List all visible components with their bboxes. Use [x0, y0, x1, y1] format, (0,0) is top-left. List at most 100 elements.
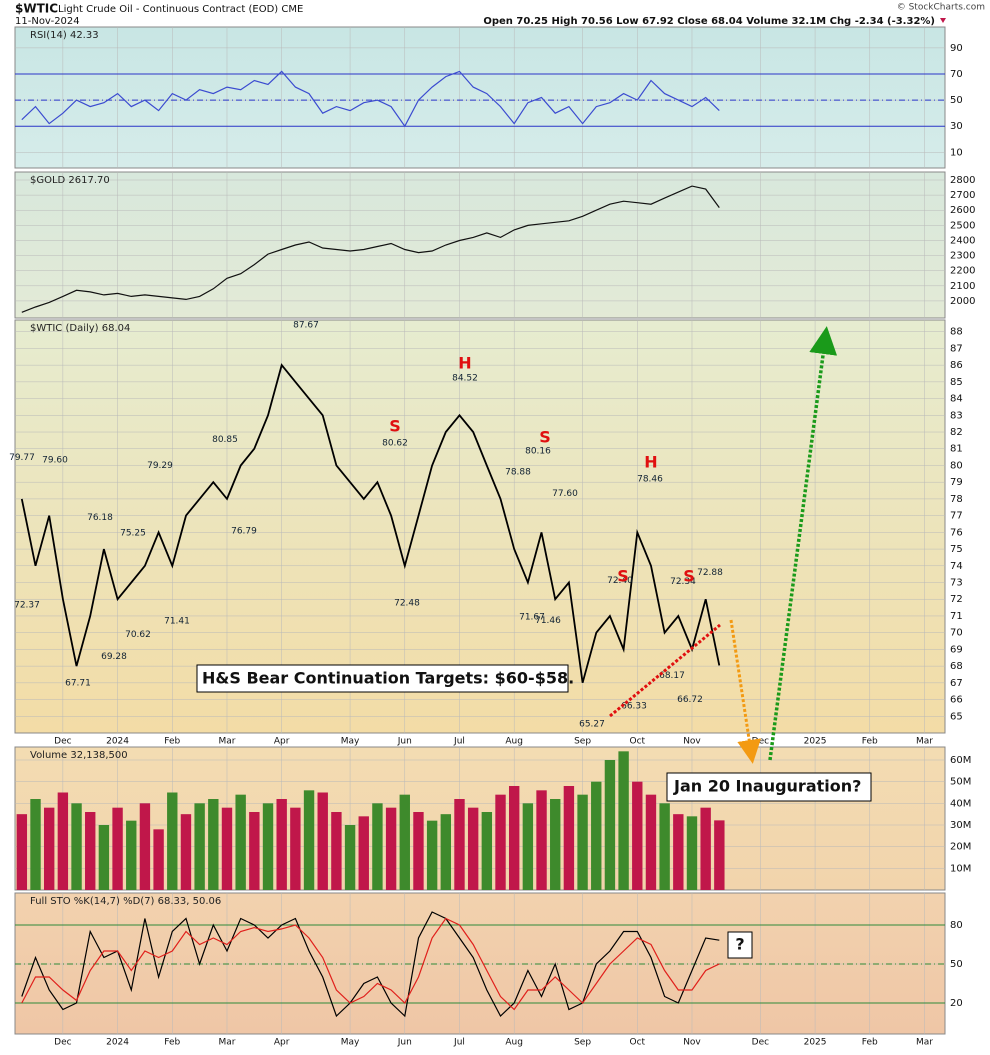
question-box [727, 931, 753, 959]
series-line [21, 185, 720, 313]
volume-bar [221, 807, 233, 890]
y-tick-label: 80 [950, 460, 963, 471]
x-tick-label: May [341, 737, 360, 747]
price-label: 72.34 [670, 577, 696, 587]
x-tick-label: Nov [683, 1038, 701, 1048]
rsi-panel [14, 26, 946, 169]
y-tick-label: 50 [950, 959, 963, 970]
x-tick-label: Jul [453, 1038, 465, 1048]
price-label: 78.46 [637, 475, 663, 485]
pattern-letter: H [644, 453, 657, 472]
volume-bar [112, 807, 123, 890]
y-tick-label: 79 [950, 477, 963, 488]
volume-bar [290, 807, 301, 890]
volume-bar [344, 825, 356, 890]
instrument-name: Light Crude Oil - Continuous Contract (E… [58, 4, 303, 15]
volume-bar [673, 814, 684, 890]
y-tick-label: 74 [950, 561, 963, 572]
y-tick-label: 81 [950, 444, 963, 455]
price-label: 77.60 [552, 489, 578, 499]
volume-bar [235, 794, 246, 890]
y-tick-label: 69 [950, 644, 963, 655]
y-tick-label: 2000 [950, 296, 975, 307]
y-tick-label: 67 [950, 678, 963, 689]
volume-bar [604, 760, 616, 890]
y-tick-label: 2200 [950, 266, 975, 277]
gold-panel [14, 171, 946, 319]
volume-bar [57, 792, 69, 890]
price-label: 79.29 [147, 461, 173, 471]
volume-bar [331, 812, 342, 890]
y-tick-label: 50M [950, 777, 971, 788]
volume-bar [426, 820, 438, 890]
volume-bar [16, 814, 28, 890]
volume-bar [467, 807, 479, 890]
x-tick-label: Feb [164, 1038, 180, 1048]
x-tick-label: Mar [218, 737, 235, 747]
volume-bar [413, 812, 424, 890]
x-tick-label: 2024 [106, 737, 129, 747]
price-label: 84.52 [452, 373, 478, 383]
panel-label: Full STO %K(14,7) %D(7) 68.33, 50.06 [30, 896, 221, 907]
volume-bar [591, 781, 602, 890]
volume-bar [632, 781, 643, 890]
y-tick-label: 87 [950, 343, 963, 354]
y-tick-label: 2800 [950, 175, 975, 186]
y-tick-label: 10 [950, 147, 963, 158]
volume-bar [536, 790, 547, 890]
inauguration-box [666, 772, 872, 802]
price-label: 71.46 [535, 616, 561, 626]
price-label: 69.28 [101, 652, 127, 662]
volume-bar [30, 799, 41, 890]
y-tick-label: 70 [950, 628, 963, 639]
volume-bar [262, 803, 274, 890]
y-tick-label: 86 [950, 360, 963, 371]
up-arrow [768, 326, 838, 761]
x-tick-label: Feb [164, 737, 180, 747]
y-tick-label: 2100 [950, 281, 975, 292]
question-text: ? [735, 935, 744, 954]
y-tick-label: 50 [950, 95, 963, 106]
inauguration-text: Jan 20 Inauguration? [673, 777, 861, 796]
y-tick-label: 65 [950, 711, 963, 722]
y-tick-label: 85 [950, 377, 963, 388]
series-line [21, 917, 720, 1011]
panel-label: RSI(14) 42.33 [30, 30, 99, 41]
y-tick-label: 10M [950, 863, 971, 874]
y-tick-label: 75 [950, 544, 963, 555]
y-tick-label: 90 [950, 43, 963, 54]
y-tick-label: 82 [950, 427, 963, 438]
y-tick-label: 76 [950, 527, 963, 538]
price-label: 76.18 [87, 513, 113, 523]
y-tick-label: 20M [950, 842, 971, 853]
price-label: 79.77 [9, 453, 35, 463]
x-tick-label: Aug [505, 1038, 523, 1048]
volume-bar [508, 786, 520, 890]
volume-bar [194, 803, 205, 890]
series-line [21, 70, 720, 128]
volume-bar [43, 807, 55, 890]
down-arrow [729, 619, 762, 764]
price-label: 72.40 [607, 576, 633, 586]
volume-bar [714, 820, 725, 890]
volume-bar [372, 803, 383, 890]
volume-bar [522, 803, 534, 890]
y-tick-label: 2700 [950, 190, 975, 201]
price-label: 71.67 [519, 612, 545, 622]
panel-label: $GOLD 2617.70 [30, 175, 110, 186]
x-tick-label: Oct [629, 1038, 645, 1048]
y-tick-label: 71 [950, 611, 963, 622]
volume-bar [481, 812, 493, 890]
price-label: 66.33 [621, 702, 647, 712]
x-tick-label: Mar [916, 1038, 933, 1048]
panel-label: $WTIC (Daily) 68.04 [30, 323, 130, 334]
y-tick-label: 20 [950, 998, 963, 1009]
series-line [20, 363, 721, 684]
y-tick-label: 78 [950, 494, 963, 505]
x-tick-label: Dec [752, 1038, 769, 1048]
pattern-letter: S [683, 567, 695, 586]
price-label: 68.17 [659, 671, 685, 681]
x-tick-label: 2025 [804, 737, 827, 747]
price-label: 72.48 [394, 599, 420, 609]
